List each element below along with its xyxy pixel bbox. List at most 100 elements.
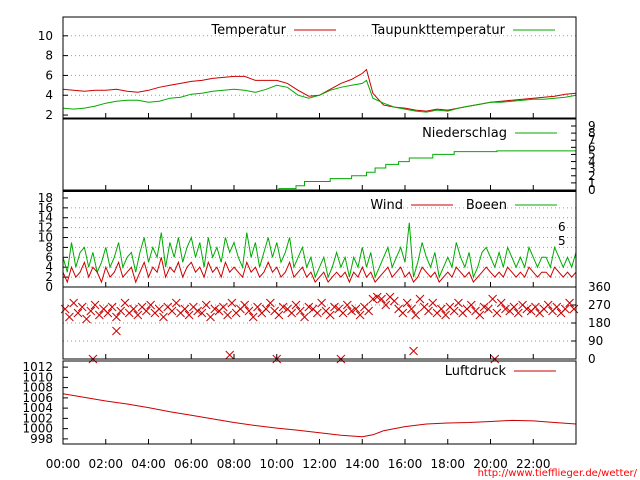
- direction-point: [351, 304, 361, 314]
- direction-point: [428, 298, 438, 308]
- pressure-y-tick-label: 1006: [22, 391, 53, 405]
- direction-point: [488, 294, 497, 304]
- direction-point: [407, 304, 416, 314]
- x-tick-label: 12:00: [302, 457, 337, 471]
- direction-point: [409, 346, 418, 356]
- rain-y-tick-label: 4: [588, 155, 596, 169]
- pressure-y-tick-label: 1002: [22, 411, 53, 425]
- wind-right-label: 5: [558, 234, 566, 248]
- wind-legend-label: Wind: [370, 198, 403, 213]
- direction-point: [338, 308, 348, 318]
- wind-y-tick-label: 2: [45, 270, 53, 284]
- niederschlag-line: [63, 150, 576, 191]
- direction-y-tick-label: 270: [588, 298, 611, 312]
- direction-point: [454, 298, 463, 308]
- direction-point: [133, 310, 143, 320]
- direction-point: [560, 304, 570, 314]
- direction-point: [218, 302, 228, 312]
- direction-point: [278, 302, 288, 312]
- pressure-panel-frame: [62, 360, 577, 445]
- direction-point: [206, 312, 215, 322]
- wind-y-tick-label: 0: [45, 280, 53, 294]
- direction-point: [342, 300, 352, 310]
- direction-point: [565, 298, 574, 308]
- direction-point: [411, 310, 421, 320]
- niederschlag-legend-label: Niederschlag: [422, 126, 507, 141]
- x-tick-label: 16:00: [388, 457, 423, 471]
- direction-point: [347, 306, 356, 316]
- pressure-y-tick-label: 1012: [22, 360, 53, 374]
- rain-y-tick-label: 5: [588, 147, 596, 161]
- direction-point: [496, 298, 506, 308]
- wind-y-tick-label: 14: [38, 211, 53, 225]
- direction-point: [107, 302, 117, 312]
- direction-point: [513, 308, 523, 318]
- direction-point: [159, 312, 168, 322]
- direction-point: [317, 298, 326, 308]
- direction-point: [569, 304, 579, 314]
- x-tick-label: 08:00: [217, 457, 252, 471]
- direction-point: [225, 350, 235, 360]
- wind-y-tick-label: 4: [45, 260, 53, 274]
- direction-point: [484, 304, 493, 314]
- direction-point: [210, 304, 220, 314]
- direction-y-tick-label: 180: [588, 316, 611, 330]
- direction-point: [103, 308, 113, 318]
- direction-point: [475, 310, 485, 320]
- direction-point: [402, 298, 412, 308]
- temp-y-tick-label: 10: [38, 29, 53, 43]
- wind-line: [62, 257, 577, 284]
- x-tick-label: 22:00: [516, 457, 551, 471]
- wind-y-tick-label: 6: [45, 250, 53, 264]
- direction-point: [398, 308, 408, 318]
- direction-point: [60, 304, 70, 314]
- boeen-legend-label: Boeen: [466, 198, 507, 213]
- boeen-line: [62, 222, 577, 279]
- direction-point: [364, 306, 374, 316]
- wind-y-tick-label: 16: [38, 201, 53, 215]
- rain-y-tick-label: 9: [588, 119, 596, 133]
- direction-point: [313, 308, 322, 318]
- rain-y-tick-label: 1: [588, 176, 596, 190]
- rain-y-tick-label: 0: [588, 183, 596, 197]
- direction-point: [265, 298, 275, 308]
- x-tick-label: 14:00: [345, 457, 380, 471]
- direction-point: [441, 310, 450, 320]
- temp-y-tick-label: 2: [45, 108, 53, 122]
- direction-point: [295, 306, 305, 316]
- x-tick-label: 20:00: [473, 457, 508, 471]
- temperatur-legend-label: Temperatur: [210, 23, 286, 38]
- direction-point: [253, 302, 262, 312]
- direction-point: [120, 298, 130, 308]
- pressure-y-tick-label: 1008: [22, 381, 53, 395]
- direction-point: [73, 308, 83, 318]
- x-tick-label: 06:00: [174, 457, 209, 471]
- wind-right-label: 6: [558, 220, 566, 234]
- direction-point: [377, 294, 386, 304]
- direction-point: [522, 304, 532, 314]
- direction-point: [180, 304, 190, 314]
- source-url: http://www.tiefflieger.de/wetter/: [478, 468, 638, 479]
- direction-point: [274, 310, 284, 320]
- direction-point: [291, 300, 301, 310]
- direction-point: [167, 306, 177, 316]
- direction-point: [479, 302, 489, 312]
- temp-panel-frame: [62, 16, 577, 119]
- direction-y-tick-label: 0: [588, 352, 596, 366]
- pressure-y-tick-label: 1010: [22, 370, 53, 384]
- direction-point: [509, 302, 519, 312]
- direction-point: [381, 300, 391, 310]
- direction-point: [389, 296, 399, 306]
- rain-y-tick-label: 2: [588, 169, 596, 183]
- rain-y-tick-label: 7: [588, 133, 596, 147]
- direction-point: [146, 300, 155, 310]
- direction-point: [287, 308, 297, 318]
- direction-point: [82, 314, 91, 324]
- direction-point: [261, 304, 271, 314]
- direction-point: [65, 312, 74, 322]
- direction-point: [300, 312, 309, 322]
- taupunkttemperatur-line: [62, 79, 577, 113]
- direction-point: [436, 304, 446, 314]
- direction-point: [466, 300, 476, 310]
